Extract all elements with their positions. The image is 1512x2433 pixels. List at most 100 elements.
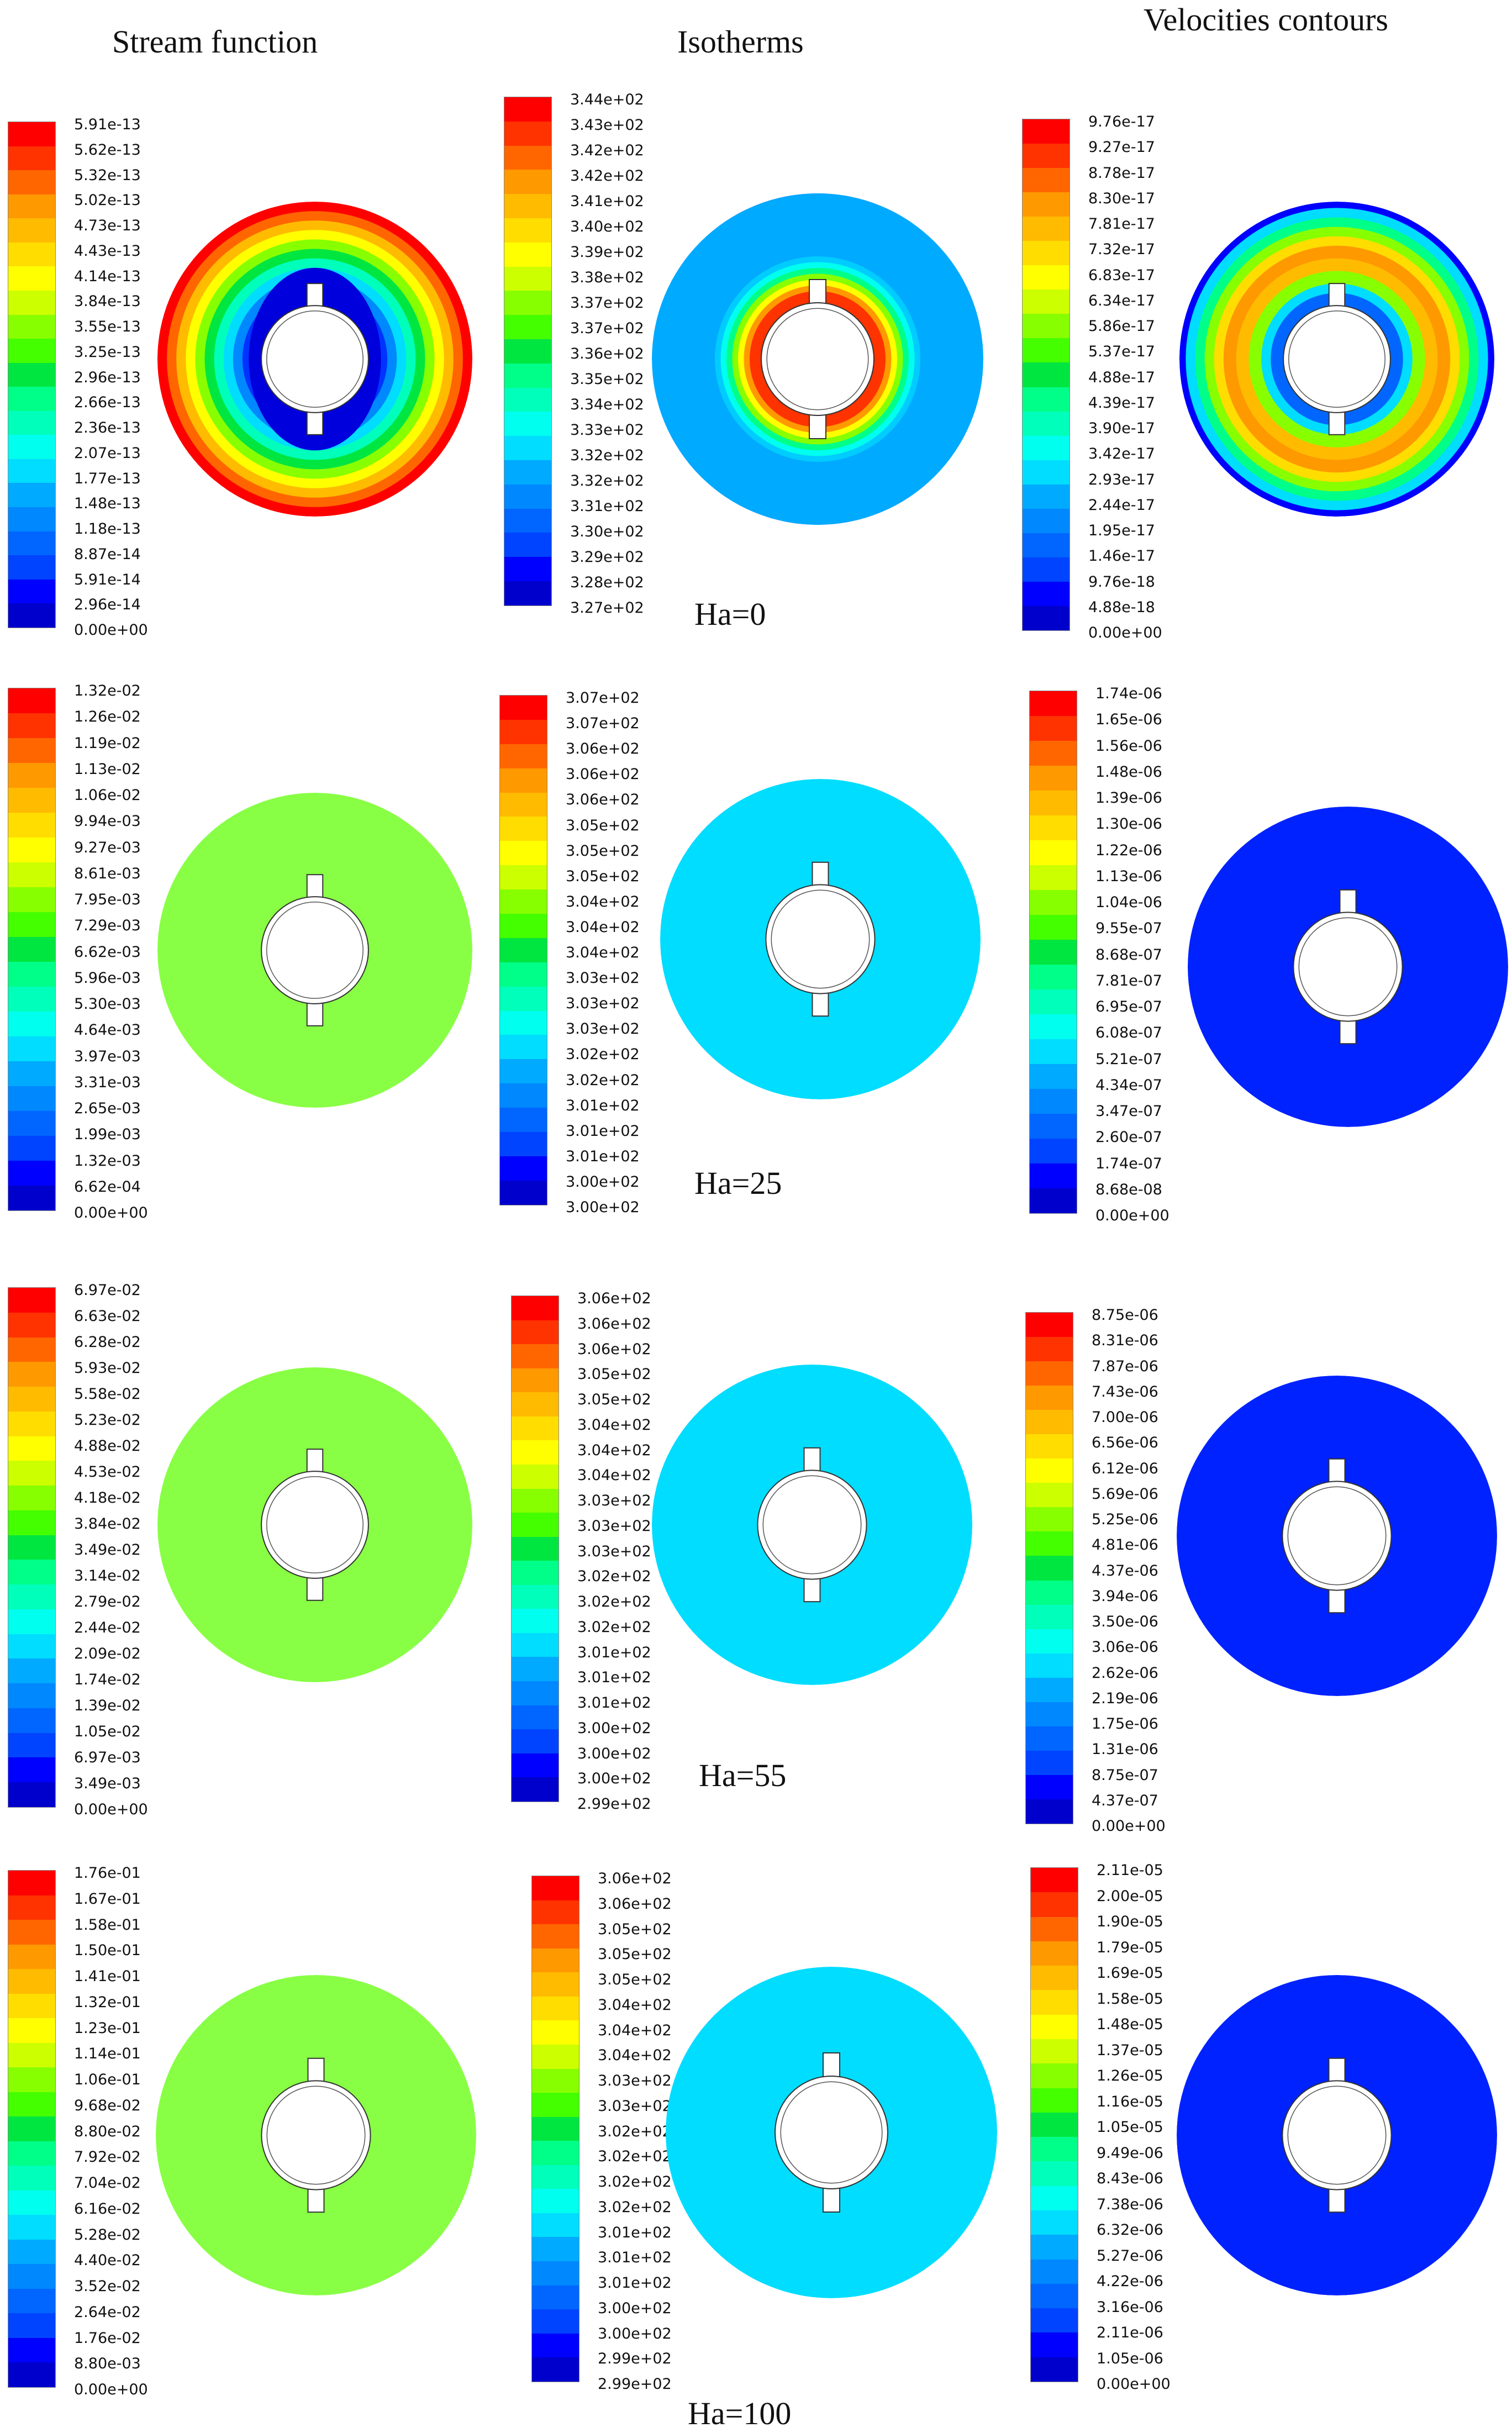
colorbar-swatch xyxy=(1026,1386,1073,1410)
colorbar-swatch xyxy=(1026,1604,1073,1629)
colorbar-tick-label: 8.78e-17 xyxy=(1088,164,1155,182)
colorbar-tick-label: 6.97e-03 xyxy=(74,1749,141,1766)
colorbar-tick-label: 3.27e+02 xyxy=(570,599,644,617)
cylinder-fin-bottom xyxy=(307,2187,325,2213)
colorbar-tick-label: 1.23e-01 xyxy=(74,2019,141,2037)
colorbar-tick-label: 2.44e-02 xyxy=(74,1619,141,1636)
colorbar-swatch xyxy=(1023,119,1070,144)
colorbar-tick-label: 3.05e+02 xyxy=(577,1391,651,1408)
colorbar-swatch xyxy=(512,1584,559,1609)
colorbar-tick-label: 3.03e+02 xyxy=(566,970,640,987)
colorbar-swatch xyxy=(8,1061,55,1086)
colorbar-swatch xyxy=(512,1536,559,1561)
colorbar-tick-label: 3.05e+02 xyxy=(566,817,640,834)
row-label-ha25: Ha=25 xyxy=(694,1165,782,1201)
colorbar-swatch xyxy=(8,2190,55,2215)
colorbar-swatch xyxy=(8,1186,55,1210)
colorbar-swatch xyxy=(512,1753,559,1778)
colorbar-swatch xyxy=(1030,766,1077,791)
inner-cylinder xyxy=(1282,2080,1392,2190)
colorbar-tick-label: 4.39e-17 xyxy=(1088,394,1155,412)
colorbar-swatch xyxy=(1026,1313,1073,1337)
contour-plot-stream-function-row2 xyxy=(152,787,478,1113)
colorbar-velocity-row3: 8.75e-06 8.31e-06 7.87e-06 7.43e-06 7.00e-06… xyxy=(1025,1308,1224,1840)
inner-cylinder xyxy=(261,2080,371,2190)
colorbar-tick-label: 3.00e+02 xyxy=(566,1173,640,1191)
colorbar-tick-label: 4.64e-03 xyxy=(74,1021,141,1039)
colorbar-swatch xyxy=(8,579,55,604)
colorbar-swatch xyxy=(1026,1702,1073,1726)
colorbar-swatch xyxy=(1031,1966,1078,1990)
cylinder-fin-top xyxy=(1339,889,1357,915)
colorbar-tick-label: 1.48e-13 xyxy=(74,495,141,513)
colorbar-tick-label: 3.94e-06 xyxy=(1092,1587,1158,1605)
cylinder-fin-bottom xyxy=(803,1576,821,1603)
contour-plot-isotherms-row3 xyxy=(646,1359,978,1691)
inner-cylinder-wall xyxy=(762,1475,862,1574)
colorbar-tick-label: 1.05e-06 xyxy=(1097,2350,1163,2367)
colorbar-swatch xyxy=(1026,1726,1073,1751)
colorbar-swatch xyxy=(8,912,55,937)
colorbar-swatch xyxy=(532,2309,579,2334)
colorbar-swatch xyxy=(1031,2063,1078,2088)
contour-plot-isotherms-row4 xyxy=(660,1961,1003,2304)
colorbar-swatch xyxy=(512,1488,559,1513)
colorbar-tick-label: 4.88e-18 xyxy=(1088,598,1155,616)
colorbar-tick-label: 3.47e-07 xyxy=(1095,1103,1162,1120)
colorbar-tick-label: 5.91e-13 xyxy=(74,116,141,133)
contour-svg xyxy=(156,1975,476,2295)
colorbar-swatch xyxy=(8,1436,55,1461)
contour-svg xyxy=(1179,202,1494,517)
colorbar-tick-label: 3.03e+02 xyxy=(577,1492,651,1509)
inner-cylinder-wall xyxy=(1288,310,1385,408)
colorbar-swatch xyxy=(8,555,55,580)
colorbar-swatch xyxy=(532,2213,579,2237)
colorbar-swatch xyxy=(500,986,547,1011)
colorbar-tick-label: 6.32e-06 xyxy=(1097,2221,1163,2239)
colorbar-tick-label: 7.81e-07 xyxy=(1095,972,1162,989)
colorbar-swatch xyxy=(532,2333,579,2358)
colorbar-swatch xyxy=(1026,1799,1073,1824)
inner-cylinder xyxy=(261,1471,369,1579)
colorbar-tick-label: 1.18e-13 xyxy=(74,520,141,538)
inner-cylinder xyxy=(757,1470,867,1580)
colorbar-swatch xyxy=(1026,1750,1073,1775)
colorbar-swatch xyxy=(8,1461,55,1486)
colorbar-tick-label: 3.35e+02 xyxy=(570,371,644,388)
colorbar-swatch xyxy=(532,2068,579,2093)
colorbar-tick-label: 3.04e+02 xyxy=(577,1467,651,1484)
colorbar-swatch xyxy=(504,339,551,364)
colorbar-tick-label: 1.48e-06 xyxy=(1095,763,1162,781)
inner-cylinder-wall xyxy=(1298,917,1398,1017)
colorbar-swatch xyxy=(8,1312,55,1337)
colorbar-swatches xyxy=(8,122,56,628)
colorbar-tick-label: 5.69e-06 xyxy=(1092,1485,1158,1503)
colorbar-tick-label: 7.04e-02 xyxy=(74,2174,141,2192)
colorbar-swatch xyxy=(512,1777,559,1802)
colorbar-swatch xyxy=(500,1156,547,1181)
colorbar-tick-label: 2.99e+02 xyxy=(598,2350,672,2368)
column-title-isotherms: Isotherms xyxy=(677,24,804,60)
colorbar-swatch xyxy=(1031,2235,1078,2260)
contour-svg xyxy=(157,202,472,517)
colorbar-velocity-row2: 1.74e-06 1.65e-06 1.56e-06 1.48e-06 1.39e-06… xyxy=(1029,686,1228,1229)
colorbar-swatch xyxy=(1031,2137,1078,2162)
colorbar-tick-label: 3.01e+02 xyxy=(598,2224,672,2241)
colorbar-swatch xyxy=(8,362,55,387)
colorbar-swatch xyxy=(1026,1458,1073,1483)
colorbar-tick-label: 3.06e+02 xyxy=(566,766,640,783)
colorbar-swatch xyxy=(1023,533,1070,557)
colorbar-swatch xyxy=(1030,1188,1077,1213)
colorbar-swatch xyxy=(512,1609,559,1633)
colorbar-tick-label: 4.81e-06 xyxy=(1092,1536,1158,1554)
colorbar-tick-label: 3.00e+02 xyxy=(577,1719,651,1737)
contour-plot-stream-function-row4 xyxy=(150,1969,482,2301)
colorbar-swatch xyxy=(8,1944,55,1969)
colorbar-tick-label: 3.05e+02 xyxy=(598,1971,672,1988)
colorbar-tick-label: 3.97e-03 xyxy=(74,1047,141,1065)
cylinder-fin-bottom xyxy=(1328,2187,1346,2213)
colorbar-tick-label: 7.00e-06 xyxy=(1092,1409,1158,1426)
colorbar-swatch xyxy=(8,1510,55,1535)
colorbar-tick-label: 1.67e-01 xyxy=(74,1890,141,1908)
row-label-ha0: Ha=0 xyxy=(694,596,766,632)
